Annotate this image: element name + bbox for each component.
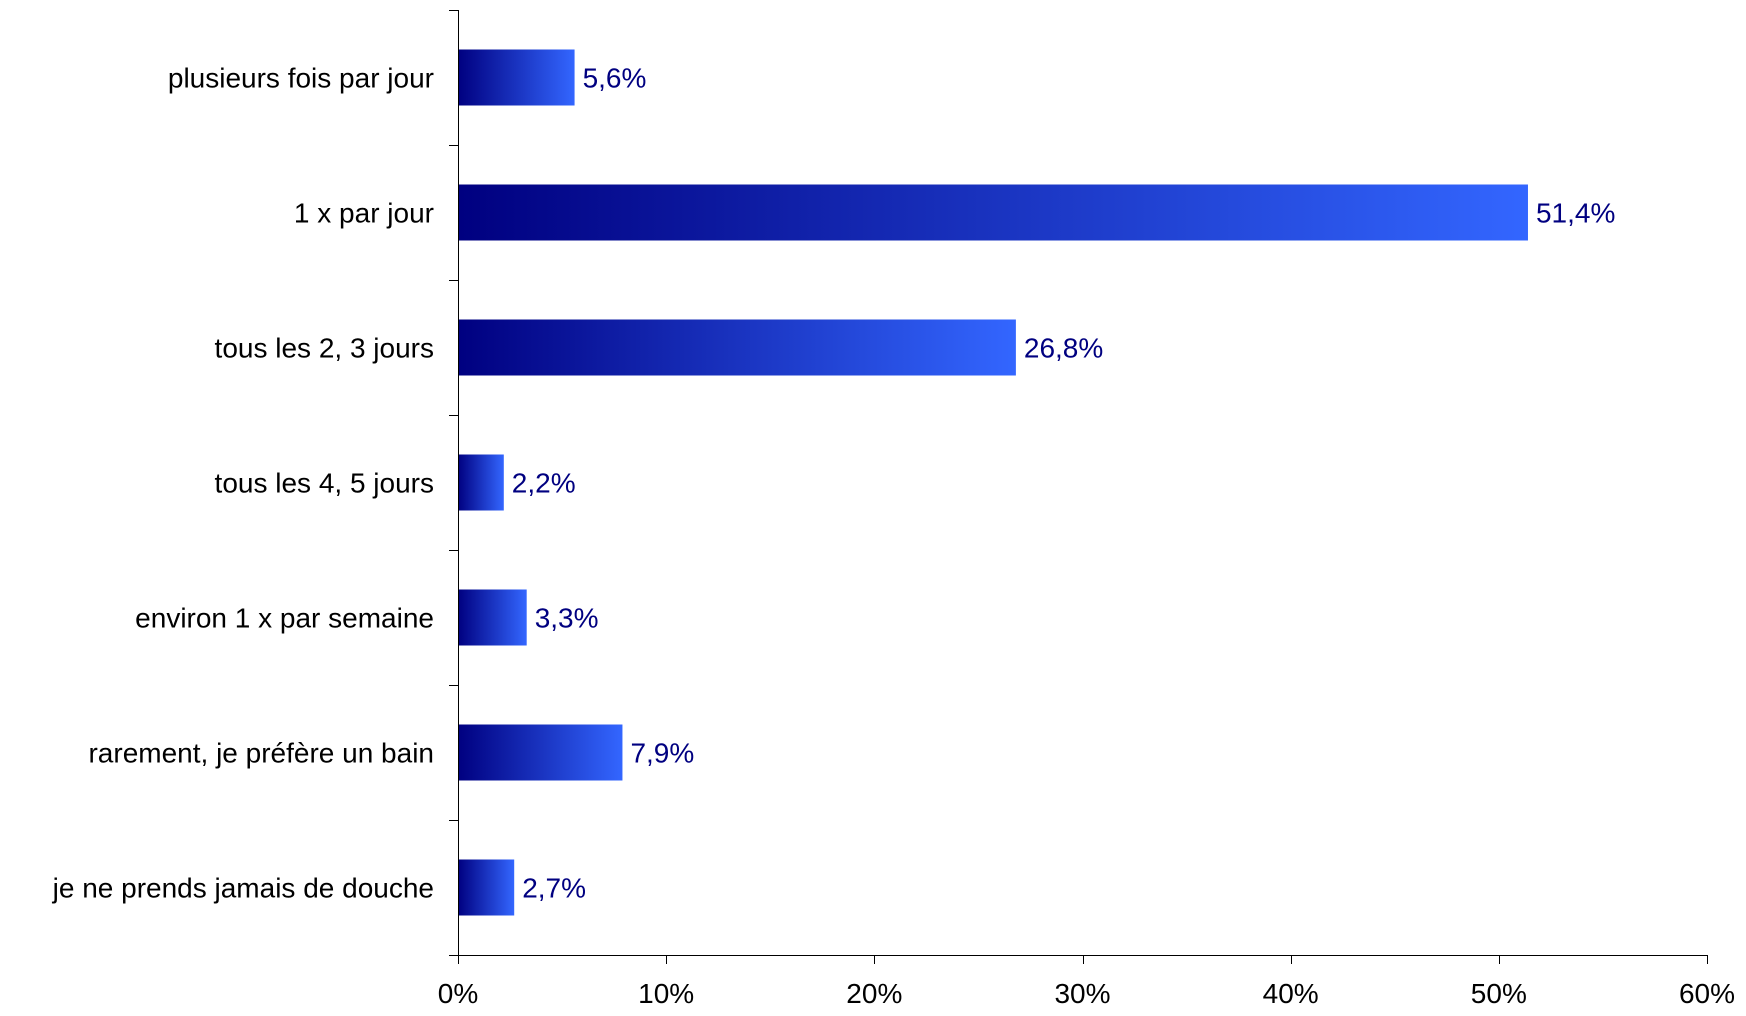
x-tick-label-6: 60% (1679, 978, 1735, 1009)
bar-5 (458, 589, 527, 646)
x-tick-label-4: 40% (1263, 978, 1319, 1009)
x-tick-label-3: 30% (1054, 978, 1110, 1009)
category-label-6: rarement, je préfère un bain (88, 738, 434, 769)
category-label-1: plusieurs fois par jour (168, 63, 434, 94)
category-label-3: tous les 2, 3 jours (215, 333, 434, 364)
bars-layer (458, 49, 1528, 916)
x-tick-label-5: 50% (1471, 978, 1527, 1009)
category-label-4: tous les 4, 5 jours (215, 468, 434, 499)
bar-3 (458, 319, 1016, 376)
data-label-7: 2,7% (522, 873, 586, 904)
category-label-5: environ 1 x par semaine (135, 603, 434, 634)
data-label-3: 26,8% (1024, 333, 1103, 364)
data-label-5: 3,3% (535, 603, 599, 634)
data-label-2: 51,4% (1536, 198, 1615, 229)
bar-2 (458, 184, 1528, 241)
data-label-1: 5,6% (583, 63, 647, 94)
bar-6 (458, 724, 623, 781)
bar-7 (458, 859, 515, 916)
x-tick-label-0: 0% (438, 978, 478, 1009)
category-label-7: je ne prends jamais de douche (52, 873, 434, 904)
bar-1 (458, 49, 575, 106)
axes-layer (449, 10, 1708, 964)
data-label-6: 7,9% (630, 738, 694, 769)
labels-layer: plusieurs fois par jour 5,6% 1 x par jour 5… (52, 63, 1735, 1010)
x-tick-label-1: 10% (638, 978, 694, 1009)
data-label-4: 2,2% (512, 468, 576, 499)
category-label-2: 1 x par jour (294, 198, 434, 229)
x-tick-label-2: 20% (846, 978, 902, 1009)
bar-4 (458, 454, 504, 511)
